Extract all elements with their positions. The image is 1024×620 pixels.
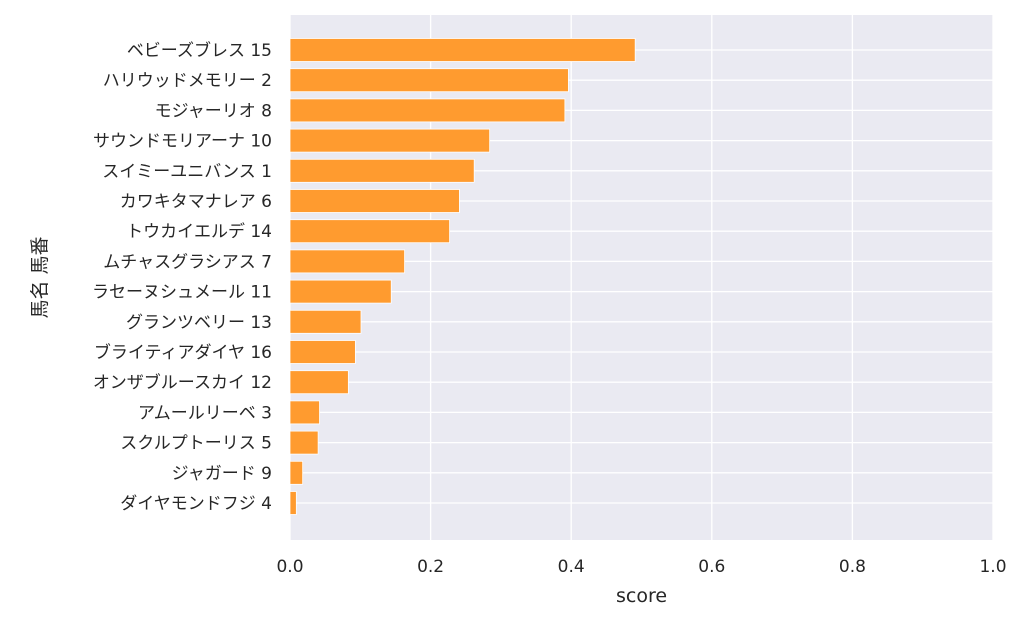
x-tick-label: 0.0 xyxy=(276,557,303,577)
plot-background xyxy=(290,15,993,540)
x-tick-label: 0.2 xyxy=(417,557,444,577)
x-tick-label: 0.8 xyxy=(839,557,866,577)
y-tick-label: アムールリーベ 3 xyxy=(138,403,272,423)
y-tick-label: トウカイエルデ 14 xyxy=(126,221,272,242)
bar xyxy=(289,249,405,274)
x-tick-label: 0.6 xyxy=(698,557,725,577)
y-tick-label: グランツベリー 13 xyxy=(126,313,272,333)
y-tick-label: ラセーヌシュメール 11 xyxy=(92,283,272,303)
bar xyxy=(289,370,349,395)
bar xyxy=(289,491,297,515)
bar xyxy=(289,128,491,153)
bars xyxy=(289,38,636,515)
y-tick-label: カワキタマナレア 6 xyxy=(120,192,272,212)
x-axis-label: score xyxy=(616,585,667,607)
bar xyxy=(289,38,636,62)
bar xyxy=(289,158,475,183)
x-tick-labels: 0.0 0.2 0.4 0.6 0.8 1.0 xyxy=(276,557,1006,577)
y-tick-label: スイミーユニバンス 1 xyxy=(102,162,272,182)
bar xyxy=(289,98,566,123)
bar xyxy=(289,309,362,334)
bar xyxy=(289,430,319,455)
y-tick-label: ジャガード 9 xyxy=(172,464,272,484)
y-axis-label: 馬名 馬番 xyxy=(29,236,51,318)
x-tick-label: 0.4 xyxy=(558,557,585,577)
bar xyxy=(289,68,569,93)
y-tick-label: ムチャスグラシアス 7 xyxy=(103,252,272,272)
y-tick-label: サウンドモリアーナ 10 xyxy=(93,132,272,152)
bar xyxy=(289,340,356,364)
y-tick-label: ダイヤモンドフジ 4 xyxy=(120,494,272,514)
bar xyxy=(289,189,460,213)
y-tick-label: モジャーリオ 8 xyxy=(155,101,272,121)
bar xyxy=(289,279,392,304)
bar xyxy=(289,400,320,425)
y-tick-labels: ベビーズブレス 15 ハリウッドメモリー 2 モジャーリオ 8 サウンドモリアーナ 1… xyxy=(92,40,272,514)
y-tick-label: オンザブルースカイ 12 xyxy=(93,372,272,393)
bar xyxy=(289,460,304,485)
x-tick-label: 1.0 xyxy=(979,557,1006,577)
y-tick-label: ベビーズブレス 15 xyxy=(127,40,272,61)
y-tick-label: ブライティアダイヤ 16 xyxy=(94,342,272,363)
y-tick-label: ハリウッドメモリー 2 xyxy=(103,71,272,91)
y-tick-label: スクルプトーリス 5 xyxy=(120,434,272,454)
bar xyxy=(289,219,450,244)
